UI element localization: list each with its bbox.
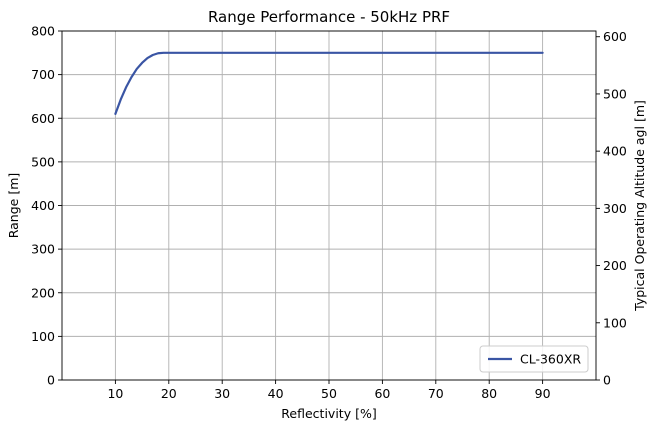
series-layer xyxy=(114,51,544,115)
series-line xyxy=(114,51,544,115)
y2-tick-label: 600 xyxy=(603,29,627,44)
y2-axis-title: Typical Operating Altitude agl [m] xyxy=(632,100,647,312)
x-tick-label: 10 xyxy=(107,386,123,401)
y2-tick-label: 0 xyxy=(603,373,611,388)
y-tick-label: 300 xyxy=(31,242,55,257)
y2-tick-label: 300 xyxy=(603,201,627,216)
x-tick-label: 30 xyxy=(214,386,230,401)
y-tick-label: 100 xyxy=(31,329,55,344)
y2-tick-label: 200 xyxy=(603,258,627,273)
y2-tick-label: 100 xyxy=(603,315,627,330)
y-tick-label: 200 xyxy=(31,285,55,300)
x-tick-label: 90 xyxy=(535,386,551,401)
x-axis-title: Reflectivity [%] xyxy=(281,406,376,421)
y-tick-label: 600 xyxy=(31,111,55,126)
legend-box xyxy=(479,345,589,373)
y-tick-label: 500 xyxy=(31,154,55,169)
y-tick-label: 400 xyxy=(31,198,55,213)
legend-label: CL-360XR xyxy=(520,352,581,367)
x-tick-label: 70 xyxy=(428,386,444,401)
y-tick-label: 0 xyxy=(47,373,55,388)
y2-tick-label: 400 xyxy=(603,144,627,159)
chart-title: Range Performance - 50kHz PRF xyxy=(208,8,450,26)
x-tick-label: 50 xyxy=(321,386,337,401)
axis-layer: 10 20 30 40 50 60 70 80 90 0 100 200 300 400 500 600 700… xyxy=(31,24,627,402)
x-tick-label: 80 xyxy=(481,386,497,401)
y2-tick-label: 500 xyxy=(603,86,627,101)
x-tick-label: 40 xyxy=(268,386,284,401)
y-tick-label: 800 xyxy=(31,24,55,39)
y-axis-title: Range [m] xyxy=(6,173,21,239)
y-tick-label: 700 xyxy=(31,67,55,82)
x-tick-label: 20 xyxy=(161,386,177,401)
x-tick-label: 60 xyxy=(374,386,390,401)
legend: CL-360XR xyxy=(479,345,589,373)
